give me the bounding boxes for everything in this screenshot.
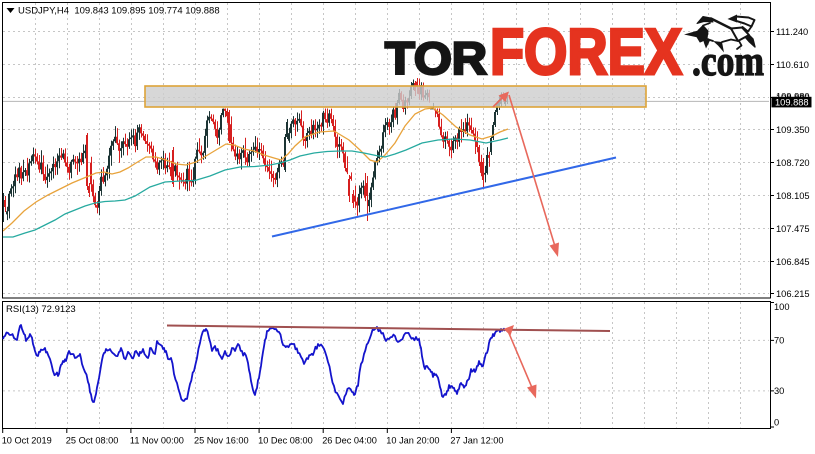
svg-text:106.215: 106.215	[776, 289, 810, 299]
svg-text:.com: .com	[692, 39, 764, 85]
svg-text:10 Oct 2019: 10 Oct 2019	[2, 436, 52, 446]
svg-text:109.888: 109.888	[775, 97, 809, 107]
svg-text:26 Dec 04:00: 26 Dec 04:00	[322, 436, 377, 446]
svg-text:106.845: 106.845	[776, 257, 810, 267]
svg-text:30: 30	[774, 386, 784, 396]
svg-text:25 Nov 16:00: 25 Nov 16:00	[194, 436, 249, 446]
svg-text:TOR: TOR	[385, 33, 487, 84]
svg-text:70: 70	[774, 335, 784, 345]
svg-text:USDJPY,H4 109.843 109.895 109: USDJPY,H4 109.843 109.895 109.774 109.88…	[18, 6, 220, 17]
svg-text:10 Jan 20:00: 10 Jan 20:00	[386, 436, 439, 446]
svg-text:25 Oct 08:00: 25 Oct 08:00	[66, 436, 119, 446]
svg-text:RSI(13) 72.9123: RSI(13) 72.9123	[6, 304, 76, 315]
svg-text:109.350: 109.350	[776, 125, 810, 135]
svg-text:27 Jan 12:00: 27 Jan 12:00	[450, 436, 503, 446]
svg-text:111.240: 111.240	[776, 27, 808, 37]
svg-text:109.980: 109.980	[776, 92, 810, 102]
svg-text:FOREX: FOREX	[490, 16, 682, 88]
svg-text:108.105: 108.105	[776, 191, 810, 201]
svg-text:107.475: 107.475	[776, 224, 810, 234]
svg-text:100: 100	[774, 302, 790, 312]
svg-text:0: 0	[774, 418, 779, 428]
svg-text:110.610: 110.610	[776, 60, 809, 70]
svg-text:10 Dec 08:00: 10 Dec 08:00	[258, 436, 313, 446]
svg-text:108.720: 108.720	[776, 158, 810, 168]
svg-text:11 Nov 00:00: 11 Nov 00:00	[130, 436, 184, 446]
